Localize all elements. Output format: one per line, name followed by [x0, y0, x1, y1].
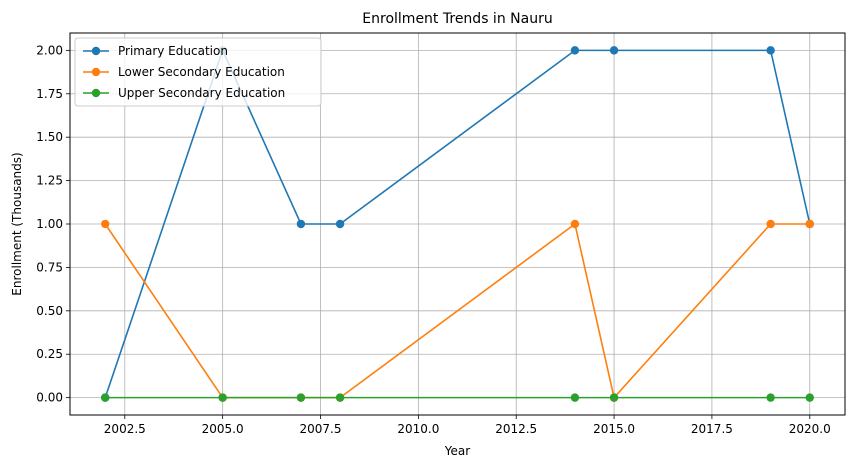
data-point	[101, 219, 110, 229]
x-tick-label: 2015.0	[593, 422, 635, 436]
legend-label: Lower Secondary Education	[118, 65, 285, 79]
x-tick-label: 2002.5	[104, 422, 146, 436]
data-point	[570, 219, 580, 229]
data-point	[766, 393, 775, 402]
x-tick-label: 2005.0	[202, 422, 244, 436]
y-tick-label: 0.50	[36, 304, 63, 318]
data-point	[101, 393, 110, 402]
x-axis-label: Year	[444, 444, 470, 458]
data-point	[570, 393, 580, 402]
y-tick-label: 1.00	[36, 217, 63, 231]
data-point	[609, 393, 619, 402]
data-point	[766, 219, 775, 229]
data-point	[296, 393, 306, 402]
legend-item: Primary Education	[83, 44, 228, 58]
series-group	[101, 393, 814, 402]
legend-label: Primary Education	[118, 44, 228, 58]
data-point	[805, 219, 814, 229]
data-point	[570, 46, 580, 55]
x-tick-label: 2017.5	[691, 422, 733, 436]
legend-marker	[91, 67, 101, 77]
y-tick-label: 1.75	[36, 87, 63, 101]
data-point	[296, 219, 306, 229]
legend-marker	[91, 88, 101, 98]
y-tick-label: 1.25	[36, 174, 63, 188]
y-tick-label: 0.25	[36, 347, 63, 361]
x-tick-label: 2007.5	[300, 422, 342, 436]
y-tick-label: 0.75	[36, 260, 63, 274]
x-tick-label: 2012.5	[495, 422, 537, 436]
data-point	[335, 219, 345, 229]
legend-marker	[91, 46, 101, 56]
y-tick-label: 2.00	[36, 43, 63, 57]
x-axis-ticks: 2002.5 2005.0 2007.5 2010.0 2012.5 2015.0 2017…	[104, 415, 831, 436]
legend-box	[74, 37, 322, 107]
data-point	[805, 393, 814, 402]
legend-item: Upper Secondary Education	[83, 86, 285, 100]
legend: Primary Education Lower Secondary Educati…	[74, 37, 322, 107]
legend-item: Lower Secondary Education	[83, 65, 285, 79]
y-axis-ticks: 0.00 0.25 0.50 0.75 1.00 1.25 1.50 1.75 2.00	[36, 43, 70, 405]
data-point	[218, 393, 227, 402]
data-point	[335, 393, 345, 402]
y-axis-label: Enrollment (Thousands)	[10, 152, 24, 295]
y-tick-label: 0.00	[36, 391, 63, 405]
data-point	[766, 46, 775, 55]
data-point	[609, 46, 619, 55]
y-tick-label: 1.50	[36, 130, 63, 144]
x-tick-label: 2020.0	[789, 422, 831, 436]
legend-label: Upper Secondary Education	[118, 86, 285, 100]
chart-title: Enrollment Trends in Nauru	[362, 11, 552, 27]
x-tick-label: 2010.0	[397, 422, 439, 436]
